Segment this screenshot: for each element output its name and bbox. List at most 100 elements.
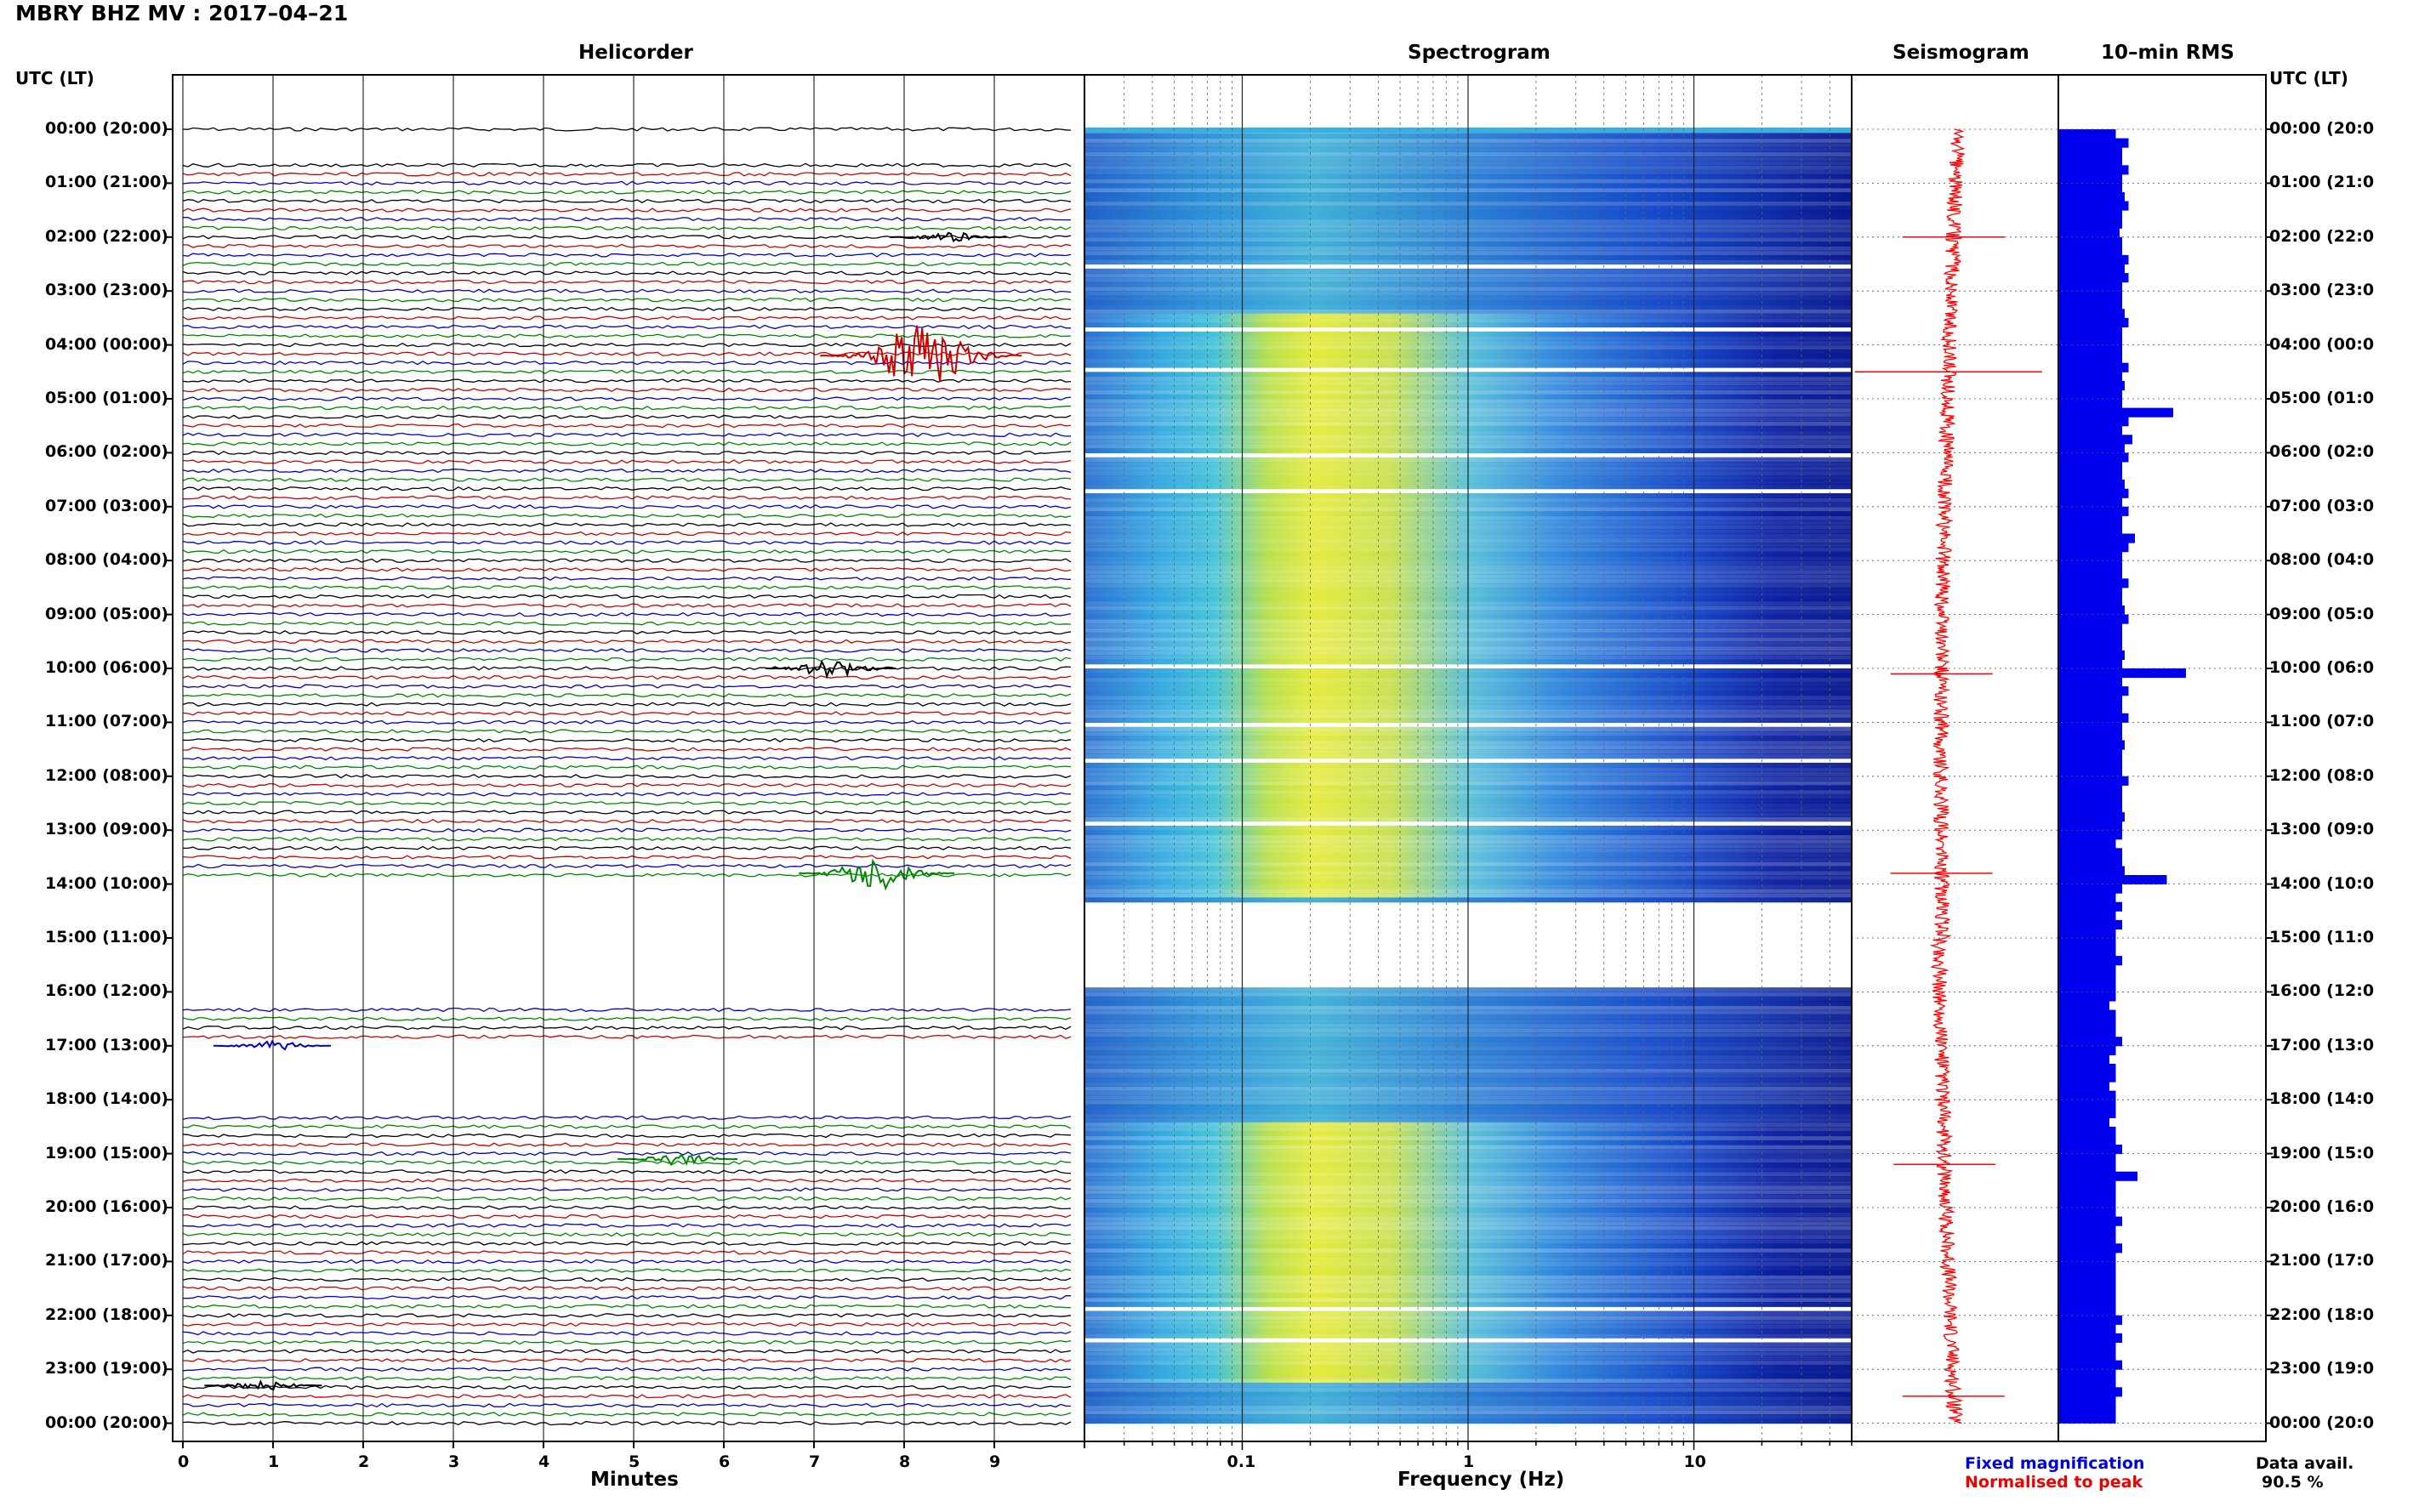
rms-bar <box>2058 1261 2116 1271</box>
rms-bar <box>2058 192 2125 202</box>
rms-bar <box>2058 1234 2116 1244</box>
time-label-left: 20:00 (16:00) <box>45 1197 168 1216</box>
legend-fixed-magnification: Fixed magnification <box>1965 1454 2145 1473</box>
helicorder-trace <box>182 1142 1072 1147</box>
rms-bar <box>2058 417 2129 427</box>
helicorder-trace <box>182 1402 1072 1408</box>
rms-title: 10–min RMS <box>2101 42 2234 64</box>
rms-bar <box>2058 982 2116 992</box>
helicorder-trace <box>182 837 1072 842</box>
rms-bar <box>2058 659 2122 669</box>
helicorder-trace <box>182 504 1072 509</box>
left-axis-label: UTC (LT) <box>15 68 94 88</box>
rms-bar <box>2058 1342 2116 1352</box>
rms-bar <box>2058 1117 2109 1128</box>
helicorder-trace <box>182 1178 1072 1183</box>
helicorder-trace <box>182 180 1072 186</box>
page-title: MBRY BHZ MV : 2017–04–21 <box>15 1 349 26</box>
time-label-right: 12:00 (08:0 <box>2269 765 2375 785</box>
time-label-right: 21:00 (17:0 <box>2269 1251 2375 1270</box>
rms-bar <box>2058 1189 2116 1199</box>
data-avail-label: Data avail. <box>2256 1454 2354 1473</box>
rms-bar <box>2058 470 2122 480</box>
rms-bar <box>2058 327 2122 337</box>
helicorder-trace <box>182 603 1072 608</box>
helicorder-trace <box>182 324 1072 330</box>
rms-bar <box>2058 650 2125 660</box>
helicorder-trace <box>182 261 1072 267</box>
helicorder-x-tick-label: 9 <box>989 1452 1001 1471</box>
helicorder-trace <box>182 1339 1072 1345</box>
rms-bar <box>2058 1171 2137 1181</box>
rms-bar <box>2058 1019 2116 1029</box>
rms-panel <box>1852 74 2273 1442</box>
rms-bar <box>2058 964 2116 975</box>
rms-bar <box>2058 1405 2116 1415</box>
helicorder-trace <box>182 253 1072 258</box>
helicorder-trace <box>182 684 1072 689</box>
helicorder-trace <box>182 288 1072 293</box>
rms-bar <box>2058 1288 2116 1299</box>
helicorder-trace <box>182 540 1072 545</box>
helicorder-event <box>799 858 955 891</box>
rms-bar <box>2058 713 2129 723</box>
rms-bar <box>2058 129 2116 139</box>
helicorder-trace <box>182 1169 1072 1174</box>
rms-bar <box>2058 488 2129 498</box>
helicorder-trace <box>182 792 1072 797</box>
time-label-left: 07:00 (03:00) <box>45 496 168 515</box>
rms-bar <box>2058 543 2129 553</box>
helicorder-event <box>889 231 1007 243</box>
time-label-right: 03:00 (23:0 <box>2269 281 2375 300</box>
rms-bar <box>2058 938 2116 948</box>
rms-bar <box>2058 830 2122 840</box>
helicorder-trace <box>182 1313 1072 1318</box>
helicorder-trace <box>182 827 1072 833</box>
helicorder-panel <box>166 74 1085 1448</box>
helicorder-trace <box>182 1196 1072 1202</box>
helicorder-trace <box>182 1160 1072 1165</box>
helicorder-trace <box>182 774 1072 779</box>
rms-bar <box>2058 228 2120 238</box>
rms-bar <box>2058 632 2122 642</box>
helicorder-trace <box>182 1367 1072 1372</box>
rms-bar <box>2058 587 2122 597</box>
helicorder-x-tick-label: 1 <box>268 1452 280 1471</box>
time-label-left: 05:00 (01:00) <box>45 389 168 407</box>
rms-bar <box>2058 435 2132 445</box>
rms-bar <box>2058 884 2122 894</box>
rms-bar <box>2058 480 2125 490</box>
helicorder-trace <box>182 172 1072 177</box>
rms-bar <box>2058 1145 2122 1155</box>
rms-bar <box>2058 1351 2116 1361</box>
helicorder-x-tick-label: 5 <box>629 1452 640 1471</box>
helicorder-trace <box>182 477 1072 482</box>
helicorder-trace <box>182 207 1072 213</box>
rms-bar <box>2058 1001 2109 1011</box>
helicorder-trace <box>182 315 1072 321</box>
rms-bar <box>2058 946 2116 957</box>
rms-bar <box>2058 1297 2116 1307</box>
helicorder-x-tick-label: 6 <box>719 1452 731 1471</box>
helicorder-trace <box>182 1250 1072 1255</box>
helicorder-trace <box>182 863 1072 869</box>
spectrogram-title: Spectrogram <box>1408 42 1551 64</box>
rms-bar <box>2058 201 2129 211</box>
rms-bar <box>2058 812 2125 822</box>
time-label-right: 15:00 (11:0 <box>2269 928 2375 946</box>
helicorder-trace <box>182 1115 1072 1120</box>
helicorder-trace <box>182 1187 1072 1192</box>
time-label-right: 13:00 (09:0 <box>2269 820 2375 839</box>
rms-bar <box>2058 362 2129 372</box>
right-axis-label: UTC (LT) <box>2269 68 2348 88</box>
time-label-left: 04:00 (00:00) <box>45 334 168 354</box>
helicorder-x-tick-label: 8 <box>899 1452 911 1471</box>
helicorder-trace <box>182 1151 1072 1157</box>
rms-bar <box>2058 1082 2109 1092</box>
helicorder-trace <box>182 298 1072 303</box>
helicorder-trace <box>183 495 1072 500</box>
helicorder-event <box>204 1379 322 1391</box>
rms-bar <box>2058 407 2173 418</box>
time-label-right: 01:00 (21:0 <box>2269 173 2375 192</box>
rms-bar <box>2058 1243 2122 1253</box>
